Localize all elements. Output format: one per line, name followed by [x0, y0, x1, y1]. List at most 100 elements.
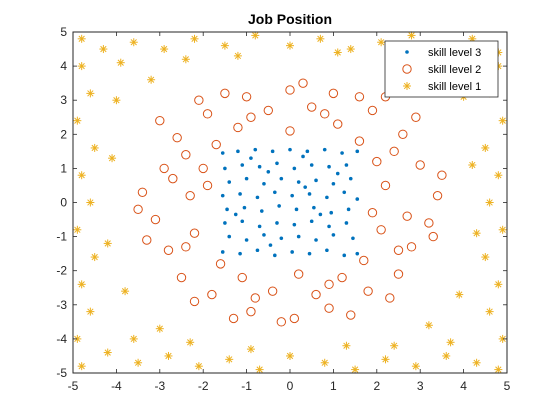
point-dot — [307, 251, 312, 256]
point-dot — [242, 205, 247, 210]
point-dot — [294, 207, 299, 212]
point-asterisk — [73, 334, 82, 343]
point-circle — [337, 272, 347, 283]
point-asterisk — [77, 280, 86, 289]
point-circle — [363, 286, 373, 296]
point-circle — [320, 109, 330, 119]
point-dot — [275, 161, 279, 166]
point-circle — [241, 92, 252, 102]
x-tick-label: 0 — [287, 379, 294, 393]
y-tick-label: -4 — [56, 332, 67, 346]
y-tick-label: -5 — [56, 366, 67, 380]
point-asterisk — [73, 116, 82, 125]
point-circle — [359, 255, 369, 266]
y-tick-label: -1 — [56, 230, 67, 244]
point-dot — [227, 180, 232, 184]
y-tick-label: 1 — [60, 161, 67, 175]
point-circle — [220, 88, 230, 99]
point-circle — [289, 313, 300, 324]
point-asterisk — [99, 45, 108, 54]
point-asterisk — [112, 96, 121, 105]
legend-entry: skill level 1 — [403, 81, 481, 93]
point-circle — [311, 289, 321, 300]
point-circle — [415, 160, 425, 170]
point-dot — [314, 178, 318, 183]
point-asterisk — [498, 116, 507, 125]
point-circle — [250, 293, 260, 303]
point-dot — [296, 180, 301, 184]
point-asterisk — [468, 160, 477, 169]
point-dot — [238, 192, 242, 196]
point-circle — [402, 211, 412, 221]
point-circle — [246, 306, 256, 317]
point-circle — [207, 289, 217, 300]
point-dot — [325, 195, 329, 200]
point-dot — [220, 151, 225, 155]
point-dot — [223, 221, 227, 225]
point-asterisk — [446, 338, 455, 347]
point-circle — [393, 269, 404, 279]
point-circle — [246, 112, 256, 122]
point-circle — [276, 317, 287, 327]
point-circle — [307, 102, 317, 112]
point-asterisk — [129, 38, 138, 47]
point-dot — [257, 164, 262, 169]
y-tick-label: 3 — [60, 93, 67, 107]
point-circle — [324, 303, 334, 313]
point-asterisk — [442, 351, 451, 360]
point-dot — [220, 193, 225, 198]
point-circle — [168, 173, 178, 184]
legend-box — [384, 40, 499, 98]
chart-title: Job Position — [248, 11, 332, 27]
point-dot — [290, 250, 294, 254]
point-dot — [327, 164, 331, 169]
point-dot — [238, 251, 242, 256]
point-asterisk — [103, 348, 112, 357]
point-circle — [202, 109, 213, 119]
point-dot — [259, 209, 264, 213]
point-circle — [354, 92, 365, 102]
point-asterisk — [220, 41, 229, 50]
point-dot — [290, 193, 294, 198]
point-dot — [292, 166, 297, 171]
y-tick-label: 2 — [60, 127, 67, 141]
point-circle — [159, 163, 169, 174]
point-asterisk — [498, 334, 507, 343]
point-asterisk — [351, 365, 360, 374]
point-asterisk — [286, 351, 294, 360]
point-dot — [327, 224, 331, 229]
point-dot — [331, 181, 336, 186]
point-asterisk — [77, 34, 86, 43]
y-tick-label: 0 — [60, 196, 67, 210]
point-circle — [354, 136, 365, 146]
point-asterisk — [129, 334, 138, 343]
y-tick-label: 5 — [60, 25, 67, 39]
point-circle — [228, 313, 239, 324]
point-dot — [253, 147, 258, 152]
point-asterisk — [481, 143, 490, 152]
point-asterisk — [103, 239, 112, 248]
point-asterisk — [472, 229, 481, 238]
point-dot — [270, 149, 275, 154]
point-asterisk — [411, 362, 420, 371]
point-asterisk — [494, 171, 503, 180]
point-asterisk — [116, 58, 125, 67]
point-circle — [181, 150, 191, 160]
point-circle — [211, 139, 221, 150]
point-circle — [133, 204, 143, 215]
point-dot — [329, 210, 334, 215]
point-dot — [244, 238, 249, 242]
point-circle — [233, 122, 243, 133]
point-dot — [348, 176, 353, 181]
point-asterisk — [155, 324, 164, 333]
point-circle — [189, 296, 200, 307]
point-circle — [328, 88, 339, 99]
point-circle — [185, 190, 195, 201]
point-asterisk — [494, 280, 503, 289]
point-dot — [275, 221, 279, 225]
point-asterisk — [108, 154, 117, 163]
point-circle — [142, 235, 152, 245]
point-asterisk — [186, 338, 195, 347]
point-dot — [257, 224, 262, 229]
point-dot — [355, 149, 360, 154]
